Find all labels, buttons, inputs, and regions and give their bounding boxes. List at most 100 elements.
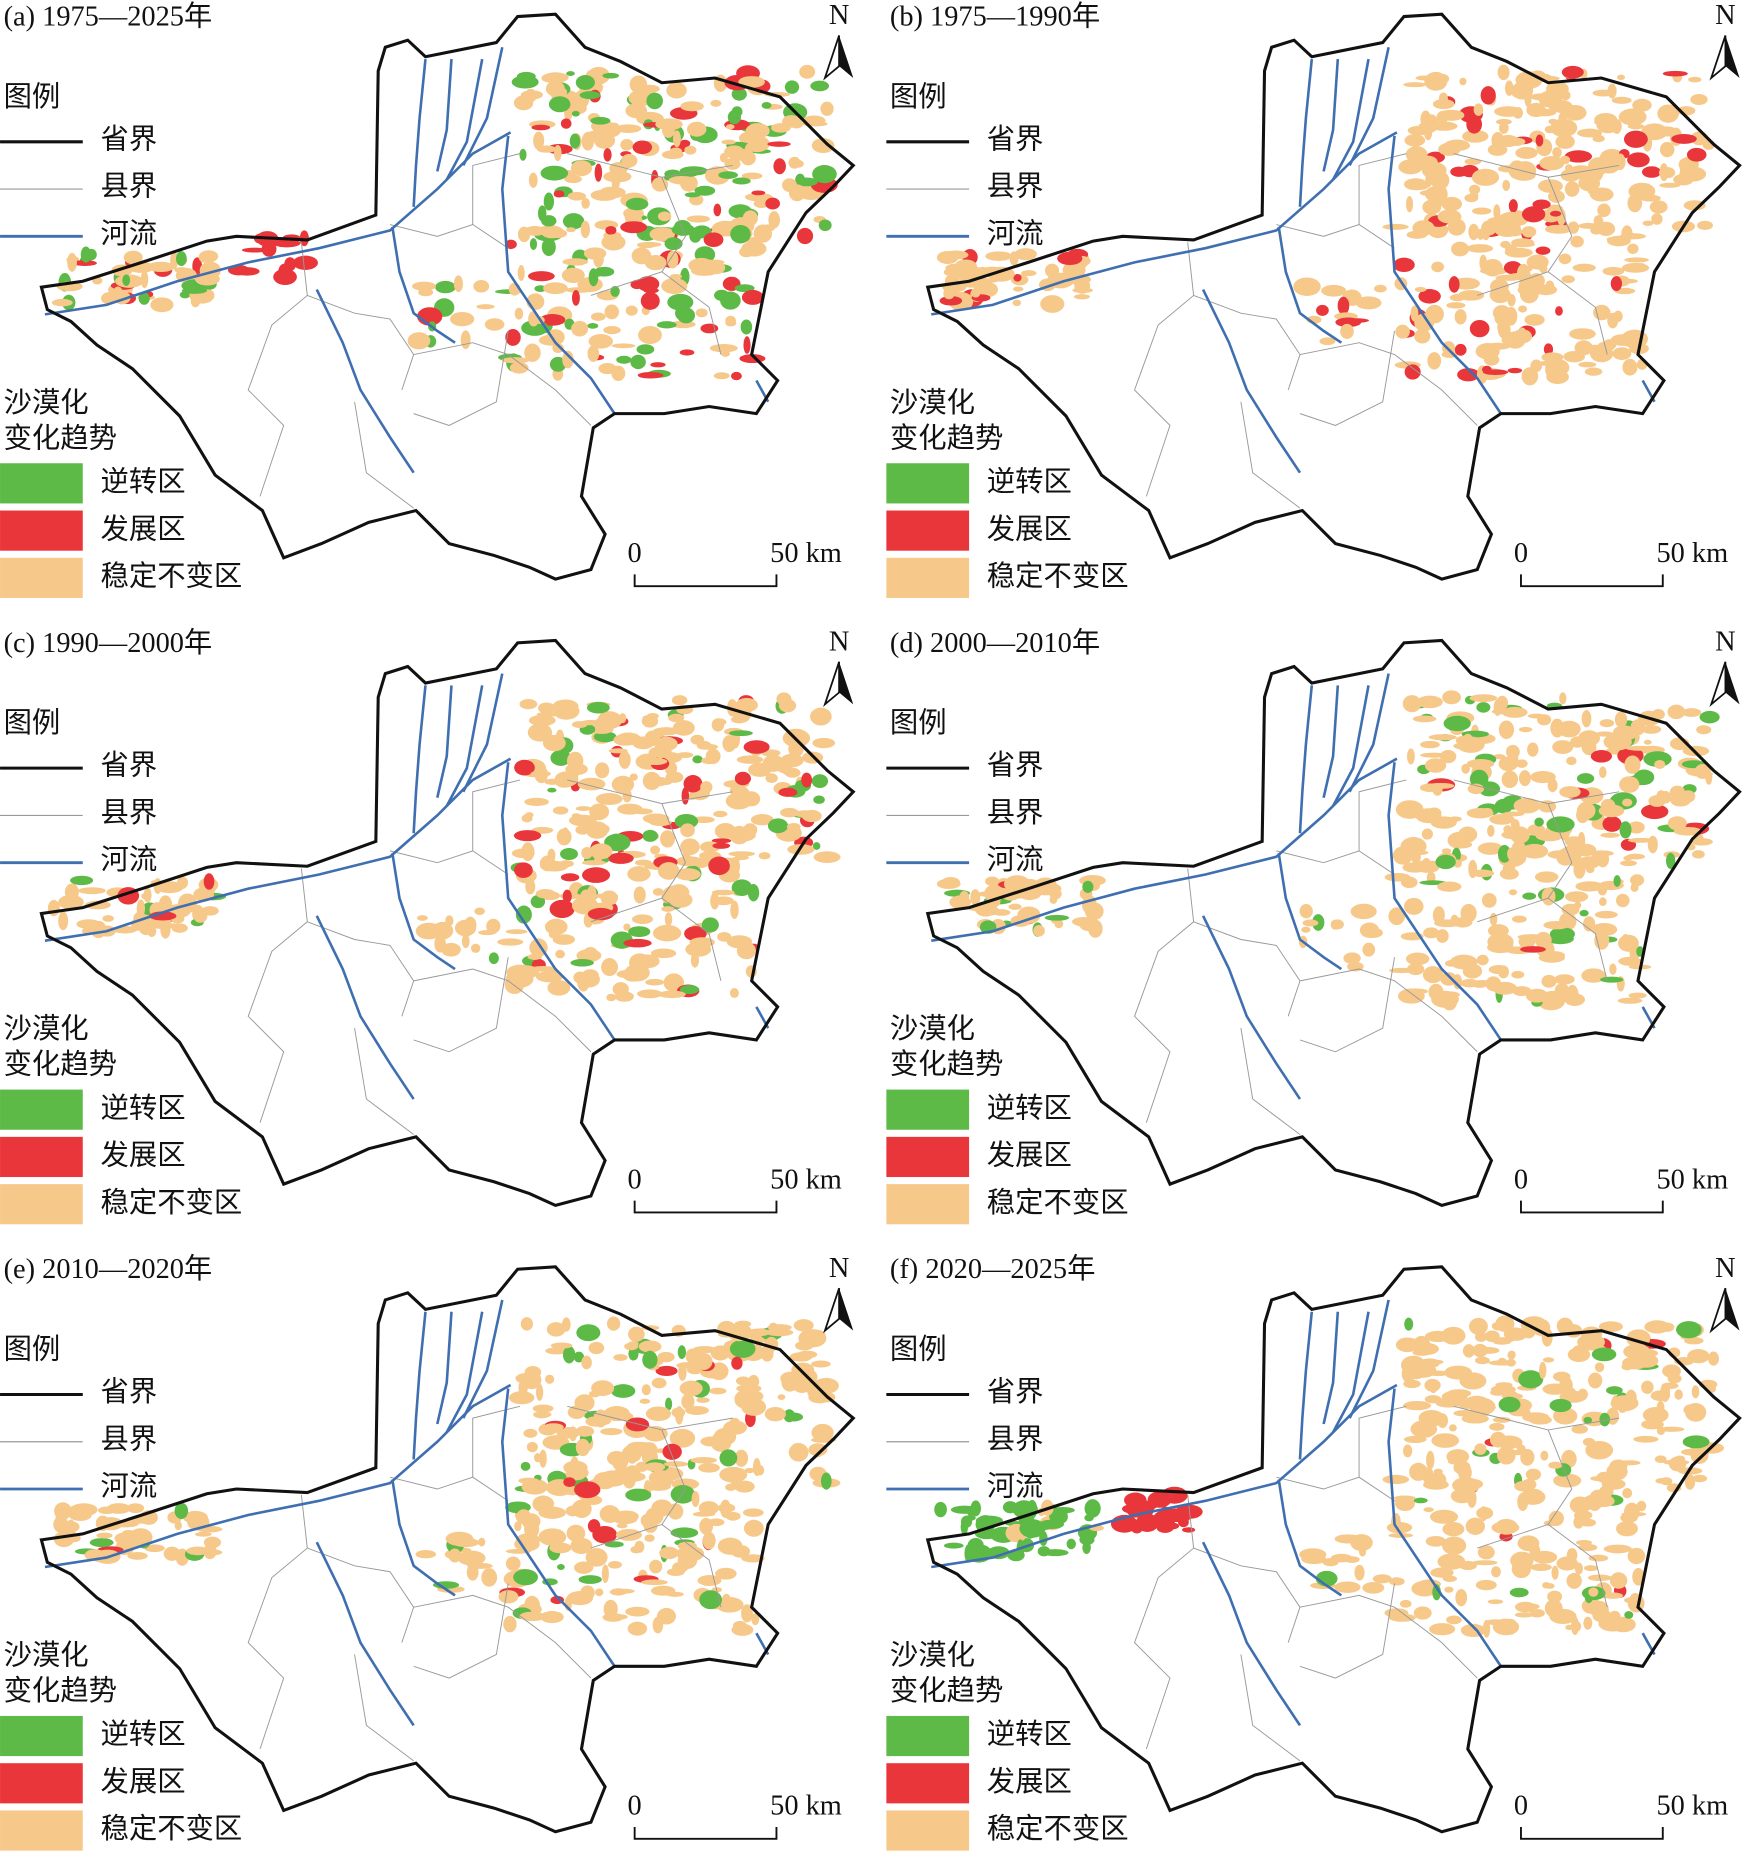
desertification-patch (1625, 853, 1645, 860)
desertification-patch (1081, 895, 1097, 914)
legend-label: 省界 (987, 750, 1044, 782)
desertification-patch (514, 759, 535, 776)
county-boundary (413, 957, 509, 1053)
desertification-patch (649, 819, 672, 826)
desertification-patch (1462, 129, 1489, 143)
desertification-patch (543, 192, 555, 211)
desertification-patch (670, 1485, 695, 1504)
river (445, 58, 484, 181)
river (1298, 1311, 1314, 1460)
desertification-patch (1508, 889, 1518, 896)
desertification-patch (1439, 187, 1448, 202)
desertification-patch (1651, 213, 1663, 225)
desertification-patch (1420, 752, 1449, 758)
desertification-patch (613, 1614, 628, 1620)
desertification-patch (1466, 807, 1494, 819)
desertification-patch (700, 781, 713, 794)
desertification-patch (1615, 893, 1630, 908)
desertification-patch (176, 876, 188, 889)
legend-title: 图例 (4, 1333, 61, 1365)
desertification-patch (1684, 1474, 1696, 1490)
desertification-patch (1598, 897, 1607, 906)
desertification-patch (604, 1541, 624, 1548)
desertification-patch (594, 163, 603, 182)
desertification-patch (555, 776, 574, 788)
desertification-patch (645, 1406, 672, 1422)
desertification-patch (1627, 1547, 1646, 1565)
desertification-patch (720, 350, 731, 357)
desertification-patch (703, 232, 724, 248)
desertification-patch (1340, 323, 1354, 339)
desertification-patch (951, 267, 964, 273)
desertification-patch (575, 825, 591, 835)
desertification-patch (1507, 293, 1516, 307)
desertification-patch (788, 1442, 809, 1462)
desertification-patch (160, 920, 171, 939)
desertification-patch (1483, 353, 1500, 366)
desertification-patch (633, 954, 660, 969)
desertification-patch (625, 305, 638, 316)
desertification-patch (1544, 224, 1573, 234)
desertification-patch (967, 1538, 984, 1553)
desertification-patch (1421, 828, 1433, 840)
desertification-patch (675, 868, 701, 881)
desertification-patch (664, 237, 683, 251)
legend-subtitle: 沙漠化 (890, 1640, 975, 1672)
desertification-patch (625, 1606, 650, 1617)
desertification-patch (531, 124, 551, 131)
desertification-patch (720, 291, 741, 310)
desertification-patch (1355, 296, 1382, 310)
desertification-patch (712, 718, 727, 726)
desertification-patch (1484, 1330, 1500, 1343)
desertification-patch (680, 823, 695, 838)
desertification-patch (1588, 1372, 1603, 1389)
desertification-patch (731, 879, 753, 896)
desertification-patch (583, 247, 607, 260)
desertification-patch (1350, 1534, 1373, 1552)
county-boundary (1453, 779, 1620, 805)
desertification-patch (1529, 1608, 1545, 1618)
desertification-patch (1459, 1372, 1487, 1390)
desertification-patch (686, 215, 711, 223)
desertification-patch (1552, 147, 1562, 159)
desertification-patch (656, 321, 677, 329)
desertification-patch (566, 1524, 586, 1542)
desertification-patch (561, 1317, 571, 1332)
desertification-patch (1448, 276, 1460, 293)
province-boundary (925, 638, 1742, 1208)
desertification-patch (509, 362, 529, 374)
desertification-patch (1175, 1504, 1203, 1519)
desertification-patch (628, 1347, 639, 1361)
desertification-patch (615, 124, 642, 133)
desertification-patch (1521, 843, 1549, 859)
north-arrow (839, 1288, 854, 1331)
river (500, 762, 616, 1041)
county-boundary (1358, 1405, 1407, 1478)
desertification-patch (1612, 347, 1632, 361)
desertification-patch (616, 1523, 628, 1529)
legend-title: 图例 (890, 707, 947, 739)
desertification-patch (1452, 277, 1480, 290)
desertification-patch (1437, 881, 1462, 892)
desertification-patch (1574, 901, 1582, 909)
desertification-patch (1589, 187, 1614, 202)
legend-label: 发展区 (100, 1766, 185, 1798)
desertification-patch (1632, 98, 1652, 112)
desertification-patch (1510, 751, 1519, 769)
desertification-patch (1458, 1463, 1472, 1482)
desertification-patch (735, 698, 758, 713)
scale-label: 50 km (1656, 1164, 1728, 1195)
legend-label: 逆转区 (100, 466, 185, 498)
desertification-patch (1403, 897, 1424, 915)
legend-swatch (0, 510, 83, 551)
county-boundary (1547, 1429, 1573, 1525)
desertification-patch (1681, 1448, 1707, 1456)
desertification-patch (1516, 263, 1531, 283)
desertification-patch (573, 1351, 585, 1363)
desertification-patch (1497, 320, 1510, 335)
desertification-patch (593, 893, 619, 899)
desertification-patch (1182, 1527, 1196, 1533)
desertification-patch (1435, 1397, 1463, 1408)
desertification-patch (620, 139, 634, 151)
desertification-patch (549, 899, 575, 919)
